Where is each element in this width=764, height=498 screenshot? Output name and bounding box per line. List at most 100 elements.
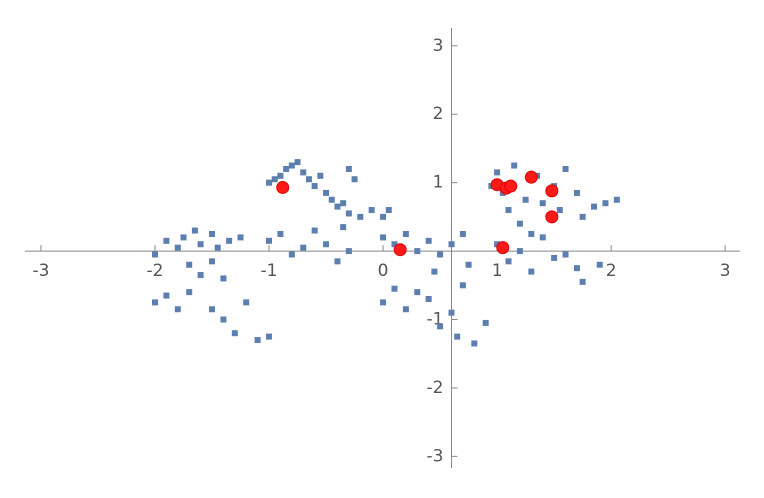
point xyxy=(186,261,193,268)
highlight-point xyxy=(545,184,559,198)
point xyxy=(340,224,347,231)
point xyxy=(505,207,512,214)
point xyxy=(288,162,295,169)
point xyxy=(152,299,158,306)
point xyxy=(300,244,307,251)
point xyxy=(300,169,307,176)
point xyxy=(328,196,335,203)
point xyxy=(459,230,466,237)
point xyxy=(425,237,432,244)
point xyxy=(402,230,409,237)
x-tick-label: -1 xyxy=(261,261,278,281)
point xyxy=(482,319,489,326)
point xyxy=(231,330,238,337)
y-tick-label: -2 xyxy=(427,378,444,398)
point xyxy=(220,316,227,323)
point xyxy=(522,196,529,203)
point xyxy=(323,241,330,248)
point xyxy=(368,207,375,214)
point xyxy=(414,289,421,296)
point xyxy=(391,285,398,292)
point xyxy=(277,230,284,237)
point xyxy=(437,251,444,258)
point xyxy=(494,169,501,176)
point xyxy=(243,299,250,306)
point xyxy=(209,306,216,313)
point xyxy=(163,237,170,244)
point xyxy=(505,258,512,265)
point xyxy=(294,159,301,166)
point xyxy=(345,248,352,255)
point xyxy=(385,207,392,214)
point xyxy=(380,299,387,306)
point xyxy=(391,241,398,248)
point xyxy=(539,200,546,207)
highlight-point xyxy=(524,170,538,184)
point xyxy=(186,289,193,296)
x-tick-label: -2 xyxy=(147,261,164,281)
point xyxy=(266,237,273,244)
point xyxy=(380,213,387,220)
point xyxy=(209,230,216,237)
point xyxy=(317,172,324,179)
point xyxy=(511,162,518,169)
point xyxy=(209,258,216,265)
point xyxy=(448,309,455,316)
point xyxy=(266,333,273,340)
y-tick-label: 2 xyxy=(433,104,444,124)
x-tick-label: 3 xyxy=(720,261,731,281)
point xyxy=(573,189,580,196)
point xyxy=(334,258,341,265)
point xyxy=(591,203,598,210)
point xyxy=(425,295,432,302)
point xyxy=(562,251,569,258)
point xyxy=(613,196,620,203)
y-tick-label: 1 xyxy=(433,173,444,193)
point xyxy=(516,248,523,255)
point xyxy=(311,183,318,190)
point xyxy=(596,261,603,268)
x-tick-label: 2 xyxy=(606,261,617,281)
point xyxy=(334,203,341,210)
point xyxy=(454,333,461,340)
point xyxy=(556,207,563,214)
point xyxy=(340,200,347,207)
point xyxy=(551,254,558,261)
point xyxy=(271,176,278,183)
highlight-point xyxy=(496,241,510,255)
point xyxy=(311,227,318,234)
point xyxy=(277,172,284,179)
point xyxy=(459,282,466,289)
point xyxy=(437,323,444,330)
point xyxy=(357,213,364,220)
highlight-point xyxy=(545,210,559,224)
point xyxy=(602,200,609,207)
highlight-point xyxy=(393,243,407,257)
point xyxy=(345,165,352,172)
point xyxy=(380,234,387,241)
highlight-point xyxy=(504,179,518,193)
point xyxy=(174,306,181,313)
point xyxy=(579,278,586,285)
point xyxy=(288,251,295,258)
point xyxy=(305,176,312,183)
x-tick-label: -3 xyxy=(32,261,49,281)
highlight-point xyxy=(276,180,290,194)
point xyxy=(174,244,181,251)
point xyxy=(323,189,330,196)
point xyxy=(180,234,187,241)
point xyxy=(431,268,438,275)
point xyxy=(214,244,221,251)
point xyxy=(465,261,472,268)
point xyxy=(471,340,478,347)
point xyxy=(448,241,455,248)
point xyxy=(539,234,546,241)
point xyxy=(254,337,261,344)
point xyxy=(237,234,244,241)
y-tick-label: 3 xyxy=(433,36,444,56)
point xyxy=(152,251,158,258)
point xyxy=(516,220,523,227)
point xyxy=(197,272,204,279)
point xyxy=(266,179,273,186)
point xyxy=(197,241,204,248)
